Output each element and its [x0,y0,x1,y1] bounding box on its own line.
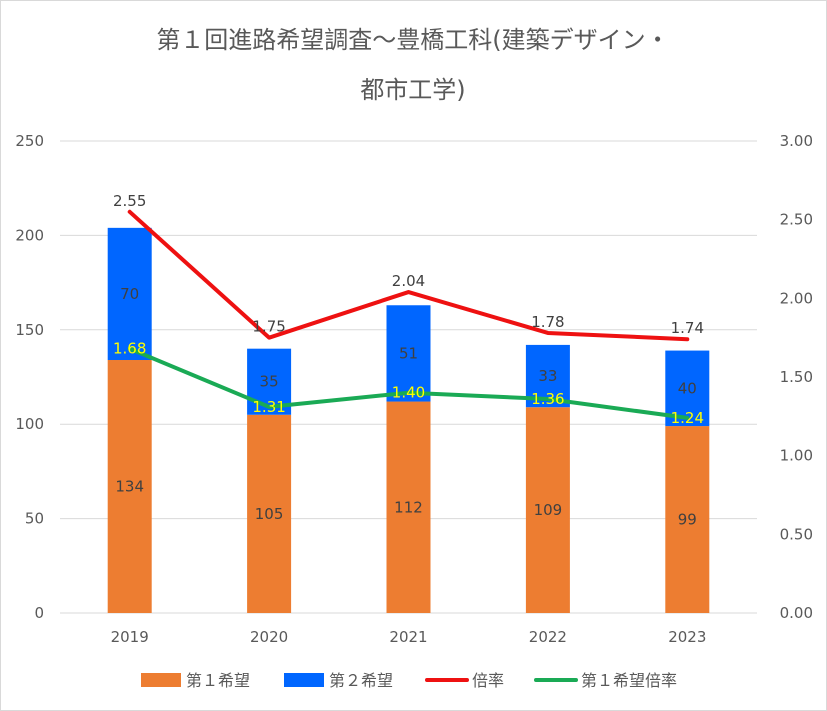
lines [127,209,690,420]
bar-label-second-choice-2021: 51 [399,344,418,362]
legend-label-ratio: 倍率 [472,671,504,690]
right-axis-tick-label: 1.00 [780,447,813,465]
chart-title-line-1: 第１回進路希望調査～豊橋工科(建築デザイン・ [156,26,669,54]
line-label-first-choice-ratio-2023: 1.24 [671,409,704,427]
bars [107,227,710,613]
bar-second-choice-2019 [107,227,152,361]
bar-label-first-choice-2021: 112 [394,498,423,516]
legend-label-second-choice: 第２希望 [329,671,393,690]
line-first-choice-ratio [127,346,690,420]
right-axis-tick-label: 1.50 [780,368,813,386]
left-axis-tick-label: 100 [15,415,44,433]
legend: 第１希望 第２希望 倍率 第１希望倍率 [141,671,677,690]
bar-label-second-choice-2023: 40 [678,379,697,397]
line-label-first-choice-ratio-2022: 1.36 [531,390,564,408]
bar-label-first-choice-2023: 99 [678,511,697,529]
data-labels: 134 105 112 109 99 70 35 51 33 40 2.55 1.75 2.04 1.78… [113,192,704,529]
bar-label-first-choice-2019: 134 [115,478,144,496]
bar-second-choice-2023 [665,350,710,427]
right-axis-tick-label: 0.00 [780,604,813,622]
left-axis-tick-label: 250 [15,132,44,150]
bar-label-first-choice-2020: 105 [255,505,284,523]
bar-first-choice-2023 [665,426,710,613]
legend-swatch-first-choice [141,673,181,687]
chart-title-line-2: 都市工学) [360,76,465,104]
right-axis-tick-label: 3.00 [780,132,813,150]
bar-label-second-choice-2019: 70 [120,285,139,303]
bar-first-choice-2022 [525,407,570,613]
bar-first-choice-2021 [386,401,431,613]
x-axis-tick-label: 2023 [668,628,706,646]
bar-label-first-choice-2022: 109 [534,501,563,519]
line-label-first-choice-ratio-2020: 1.31 [252,398,285,416]
x-axis-tick-label: 2021 [389,628,427,646]
x-axis-tick-label: 2019 [111,628,149,646]
bar-first-choice-2019 [107,360,152,613]
chart-title: 第１回進路希望調査～豊橋工科(建築デザイン・ 都市工学) [156,26,669,104]
x-axis-ticks: 2019 2020 2021 2022 2023 [111,628,707,646]
bar-label-second-choice-2022: 33 [538,367,557,385]
line-label-ratio-2023: 1.74 [671,319,704,337]
line-label-ratio-2022: 1.78 [531,313,564,331]
bar-second-choice-2021 [386,305,431,402]
gridlines [60,140,757,614]
x-axis-tick-label: 2022 [529,628,567,646]
left-axis-ticks: 0 50 100 150 200 250 [15,132,44,622]
line-label-first-choice-ratio-2019: 1.68 [113,340,146,358]
line-label-first-choice-ratio-2021: 1.40 [392,384,425,402]
line-label-ratio-2020: 1.75 [252,318,285,336]
line-label-ratio-2021: 2.04 [392,272,425,290]
line-ratio [127,209,690,342]
x-axis-tick-label: 2020 [250,628,288,646]
legend-label-first-choice: 第１希望 [186,671,250,690]
left-axis-tick-label: 0 [34,604,44,622]
right-axis-tick-label: 2.00 [780,289,813,307]
right-axis-tick-label: 2.50 [780,211,813,229]
legend-swatch-second-choice [284,673,324,687]
left-axis-tick-label: 50 [25,510,44,528]
left-axis-tick-label: 150 [15,321,44,339]
line-label-ratio-2019: 2.55 [113,192,146,210]
right-axis-tick-label: 0.50 [780,525,813,543]
bar-label-second-choice-2020: 35 [260,373,279,391]
bar-first-choice-2020 [247,414,292,613]
right-axis-ticks: 0.00 0.50 1.00 1.50 2.00 2.50 3.00 [780,132,813,622]
left-axis-tick-label: 200 [15,226,44,244]
legend-label-first-choice-ratio: 第１希望倍率 [581,671,677,690]
